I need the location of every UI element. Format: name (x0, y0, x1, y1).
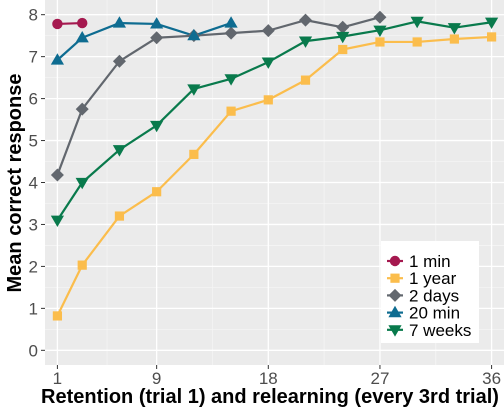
legend-label-7-weeks: 7 weeks (409, 321, 471, 340)
data-point-1-year (77, 260, 87, 270)
data-point-1-year (52, 311, 63, 321)
data-point-7-weeks (50, 215, 65, 228)
data-point-2-days (112, 54, 126, 68)
data-point-7-weeks (447, 23, 461, 35)
data-point-1-year (300, 75, 311, 85)
data-point-7-weeks (187, 84, 201, 96)
data-point-2-days (50, 168, 64, 182)
data-point-1-year (449, 34, 459, 44)
x-tick-label: 1 (53, 369, 62, 388)
data-point-7-weeks (410, 16, 424, 29)
x-tick-label: 9 (152, 369, 161, 388)
data-point-20-min (75, 30, 89, 43)
data-point-20-min (150, 17, 164, 29)
data-point-1-year (114, 211, 125, 221)
y-tick-labels: 0 1 2 3 4 5 6 7 8 (29, 6, 38, 361)
data-point-7-weeks (298, 36, 313, 48)
series-markers (50, 10, 499, 321)
legend-label-1-year: 1 year (409, 269, 457, 288)
data-point-20-min (50, 53, 65, 65)
y-tick-label: 0 (29, 341, 38, 360)
data-point-7-weeks (373, 25, 387, 38)
data-point-1-year (226, 106, 236, 116)
data-point-20-min (112, 16, 127, 28)
data-point-7-weeks (150, 120, 164, 133)
y-tick-label: 5 (29, 132, 38, 151)
x-tick-label: 36 (482, 369, 501, 388)
data-point-2-days (299, 13, 313, 27)
data-point-1-year (263, 95, 273, 105)
data-point-2-days (150, 31, 164, 45)
data-point-2-days (336, 20, 350, 34)
legend-label-2-days: 2 days (409, 286, 459, 305)
x-tick-labels: 1 9 18 27 36 (53, 369, 501, 388)
data-point-1-min (52, 18, 63, 30)
data-point-20-min (187, 28, 201, 41)
data-point-7-weeks (224, 74, 238, 86)
legend-key-marker-2-days (388, 288, 402, 302)
y-tick-label: 7 (29, 48, 38, 67)
data-point-7-weeks (112, 145, 127, 157)
x-tick-label: 27 (370, 369, 389, 388)
x-axis-title: Retention (trial 1) and relearning (ever… (41, 386, 499, 408)
data-point-1-min (77, 17, 88, 29)
legend-label-1-min: 1 min (409, 252, 451, 271)
data-point-2-days (373, 10, 387, 24)
legend-key-marker-20-min (388, 305, 402, 318)
data-point-1-year (152, 187, 162, 197)
data-point-2-days (224, 26, 238, 40)
y-tick-label: 6 (29, 90, 38, 109)
data-point-7-weeks (336, 31, 350, 44)
y-tick-label: 3 (29, 215, 38, 234)
legend-label-20-min: 20 min (409, 304, 460, 323)
data-point-1-year (338, 44, 348, 55)
y-tick-label: 2 (29, 257, 38, 276)
legend-key-marker-7-weeks (388, 325, 402, 337)
data-point-1-year (486, 32, 497, 42)
data-point-1-year (412, 37, 422, 47)
data-point-2-days (75, 102, 89, 116)
y-tick-label: 1 (29, 299, 38, 318)
series-line-2-days (56, 16, 381, 176)
legend-key-marker-1-year (390, 273, 400, 283)
data-point-2-days (261, 24, 275, 38)
x-tick-label: 18 (259, 369, 278, 388)
axis-ticks (41, 14, 493, 369)
y-tick-label: 4 (29, 174, 38, 193)
data-point-7-weeks (261, 57, 275, 69)
data-point-20-min (224, 16, 238, 28)
y-axis-title: Mean correct response (4, 74, 26, 293)
legend-key-marker-1-min (389, 255, 401, 267)
data-point-1-year (375, 37, 385, 47)
data-point-7-weeks (484, 17, 499, 30)
y-tick-label: 8 (29, 6, 38, 25)
data-point-7-weeks (75, 177, 89, 190)
data-point-1-year (189, 149, 199, 159)
